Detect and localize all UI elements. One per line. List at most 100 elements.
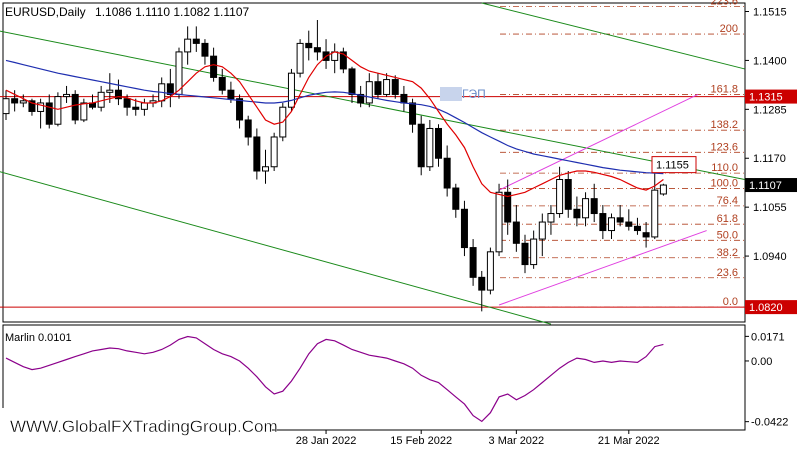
channel-upper-line xyxy=(0,30,745,181)
marlin-tick-label: -0.0422 xyxy=(751,417,788,429)
ma-fast-line xyxy=(5,51,664,198)
candle-body xyxy=(305,42,313,49)
candle-body xyxy=(651,189,659,238)
candle-body xyxy=(296,42,304,74)
candle-body xyxy=(547,213,555,223)
fib-label: 110.0 xyxy=(711,162,738,174)
candle-body xyxy=(512,221,520,244)
symbol-header: EURUSD,Daily 1.1086 1.1110 1.1082 1.1107 xyxy=(5,5,250,19)
candle-body xyxy=(227,89,235,100)
fib-label: 138.2 xyxy=(710,119,738,131)
candle-body xyxy=(348,68,356,95)
fib-label: 76.4 xyxy=(717,195,738,207)
candle-body xyxy=(374,81,382,95)
channel-lower-line xyxy=(0,171,552,325)
pink-channel-lower xyxy=(498,230,707,306)
candle-body xyxy=(184,38,192,53)
candle-body xyxy=(642,232,650,238)
candle-body xyxy=(478,276,486,291)
candle-body xyxy=(218,76,226,91)
candle-body xyxy=(2,98,10,115)
fib-label: 161.8 xyxy=(710,83,738,95)
candle-body xyxy=(443,157,451,189)
time-tick-label: 28 Jan 2022 xyxy=(296,435,357,447)
candle-body xyxy=(460,208,468,249)
price-tick-label: 1.1515 xyxy=(753,7,787,19)
indicator-plot-frame xyxy=(2,324,746,431)
candle-body xyxy=(80,102,88,121)
candle-body xyxy=(625,221,633,227)
current-price-label: 1.1107 xyxy=(749,180,782,192)
price-tick-label: 1.0940 xyxy=(753,251,787,263)
marlin-tick-label: 0.0171 xyxy=(751,331,785,343)
candle-body xyxy=(19,100,27,104)
gap-marker: ГЭП xyxy=(440,87,486,101)
channel-outer-line xyxy=(481,2,745,70)
ma-slow-line xyxy=(5,59,664,175)
symbol-name: EURUSD,Daily xyxy=(5,5,86,19)
candle-body xyxy=(54,96,62,125)
candle-body xyxy=(633,225,641,232)
candles xyxy=(2,20,667,312)
price-tick-label: 1.1400 xyxy=(753,55,787,67)
level-price-box xyxy=(745,89,797,104)
level-price-label: 1.0820 xyxy=(749,302,783,314)
candle-body xyxy=(365,81,373,104)
fibonacci-levels: 223.6 200 161.8 138.2 123.6 110.0 100.0 76.4 61.… xyxy=(500,0,745,308)
candle-body xyxy=(564,179,572,210)
fib-label: 61.8 xyxy=(717,213,738,225)
price-callout-box xyxy=(651,156,697,174)
price-axis: 1.1515 1.1400 1.1285 1.1170 1.1055 1.0940 1.13… xyxy=(651,7,797,429)
candle-body xyxy=(28,100,36,112)
candle-body xyxy=(244,119,252,138)
time-tick-label: 21 Mar 2022 xyxy=(598,435,660,447)
candle-body xyxy=(236,98,244,121)
moving-averages xyxy=(5,51,664,198)
watermark-text: WWW.GlobalFXTradingGroup.Com xyxy=(10,417,278,436)
candle-body xyxy=(132,106,140,110)
chart-frames xyxy=(2,2,746,431)
candle-body xyxy=(469,247,477,278)
candle-body xyxy=(426,127,434,168)
candle-body xyxy=(114,89,122,100)
candle-body xyxy=(608,217,615,232)
fib-label: 38.2 xyxy=(717,247,738,259)
fib-label: 223.6 xyxy=(710,0,738,7)
candle-body xyxy=(192,38,200,44)
level-price-box xyxy=(745,300,797,315)
current-price-box xyxy=(745,178,797,193)
candle-body xyxy=(63,93,71,98)
candle-body xyxy=(123,98,131,108)
candle-body xyxy=(400,93,408,104)
fib-label: 23.6 xyxy=(717,267,738,279)
pink-channel-upper xyxy=(498,93,699,191)
main-plot-frame xyxy=(2,2,746,323)
time-tick-label: 15 Feb 2022 xyxy=(390,435,452,447)
candle-body xyxy=(590,198,598,215)
fib-label: 0.0 xyxy=(723,296,738,308)
candle-body xyxy=(287,72,295,108)
candle-body xyxy=(106,89,114,93)
candle-body xyxy=(270,136,278,168)
fib-label: 123.6 xyxy=(710,141,738,153)
level-price-label: 1.1315 xyxy=(749,92,783,104)
candle-body xyxy=(486,251,494,291)
candle-body xyxy=(391,79,399,95)
candle-body xyxy=(313,47,321,53)
candle-body xyxy=(409,102,417,125)
candle-body xyxy=(495,191,503,253)
marlin-indicator xyxy=(5,335,664,423)
candle-body xyxy=(166,83,174,95)
candle-body xyxy=(616,217,624,223)
time-axis: 28 Jan 2022 15 Feb 2022 3 Mar 2022 21 Mar 2… xyxy=(296,430,660,447)
candle-body xyxy=(37,102,45,112)
ohlc-values: 1.1086 1.1110 1.1082 1.1107 xyxy=(95,5,249,19)
trend-lines xyxy=(0,2,750,325)
price-tick-label: 1.1285 xyxy=(753,104,787,116)
candle-body xyxy=(262,166,269,172)
candle-body xyxy=(599,213,607,232)
candle-body xyxy=(201,42,209,57)
watermark-background xyxy=(2,408,272,440)
